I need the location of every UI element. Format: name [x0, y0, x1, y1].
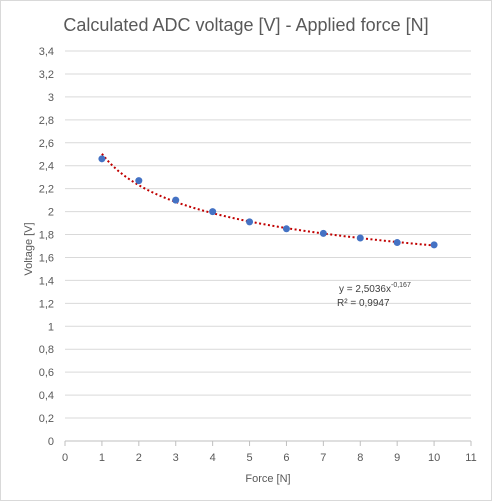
y-tick-label: 0,8 [39, 344, 54, 356]
r-squared-label: R² = 0,9947 [337, 298, 390, 309]
data-point [356, 234, 364, 242]
x-tick-label: 2 [136, 452, 142, 464]
y-tick-label: 2,8 [39, 115, 54, 127]
x-tick-label: 5 [246, 452, 252, 464]
data-point [246, 218, 254, 226]
data-point [98, 155, 106, 163]
x-tick-label: 7 [320, 452, 326, 464]
y-tick-label: 0,6 [39, 367, 54, 379]
data-point [172, 196, 180, 204]
y-tick-label: 2,4 [39, 161, 54, 173]
y-tick-label: 0 [48, 436, 54, 448]
data-points [98, 155, 438, 249]
x-tick-label: 0 [62, 452, 68, 464]
x-tick-label: 9 [394, 452, 400, 464]
y-tick-label: 1 [48, 321, 54, 333]
chart-title: Calculated ADC voltage [V] - Applied for… [63, 15, 428, 35]
gridlines [65, 50, 471, 419]
y-axis-label: Voltage [V] [23, 222, 35, 275]
y-tick-label: 0,4 [39, 390, 54, 402]
data-point [209, 208, 217, 216]
trendline-equation: y = 2,5036x-0,167 [339, 282, 411, 295]
y-tick-label: 3,2 [39, 69, 54, 81]
x-tick-label: 4 [210, 452, 216, 464]
data-point [393, 239, 401, 247]
x-tick-label: 6 [283, 452, 289, 464]
data-point [135, 177, 143, 185]
y-tick-labels: 0 0,2 0,4 0,6 0,8 1 1,2 1,4 1,6 1,8 2 2,2 2,4 2,6 2,8 3… [39, 46, 54, 448]
x-tick-label: 3 [173, 452, 179, 464]
y-tick-label: 1,8 [39, 230, 54, 242]
trendline-equation-exponent: -0,167 [391, 282, 411, 289]
x-tick-label: 10 [428, 452, 440, 464]
y-tick-label: 3,4 [39, 46, 54, 58]
y-tick-label: 2,6 [39, 138, 54, 150]
y-tick-label: 0,2 [39, 413, 54, 425]
trendline-equation-main: y = 2,5036x [339, 284, 391, 295]
x-axis-label: Force [N] [245, 473, 290, 485]
data-point [319, 229, 327, 237]
data-point [430, 241, 438, 249]
trendline [101, 153, 435, 247]
axes [64, 440, 472, 446]
x-tick-labels: 0 1 2 3 4 5 6 7 8 9 10 11 [62, 452, 477, 464]
y-tick-label: 2 [48, 207, 54, 219]
y-tick-label: 1,2 [39, 298, 54, 310]
y-tick-label: 1,6 [39, 252, 54, 264]
x-tick-label: 1 [99, 452, 105, 464]
data-point [282, 225, 290, 233]
x-tick-label: 11 [465, 452, 476, 464]
y-tick-label: 1,4 [39, 275, 54, 287]
y-tick-label: 2,2 [39, 184, 54, 196]
x-tick-label: 8 [357, 452, 363, 464]
y-tick-label: 3 [48, 92, 54, 104]
